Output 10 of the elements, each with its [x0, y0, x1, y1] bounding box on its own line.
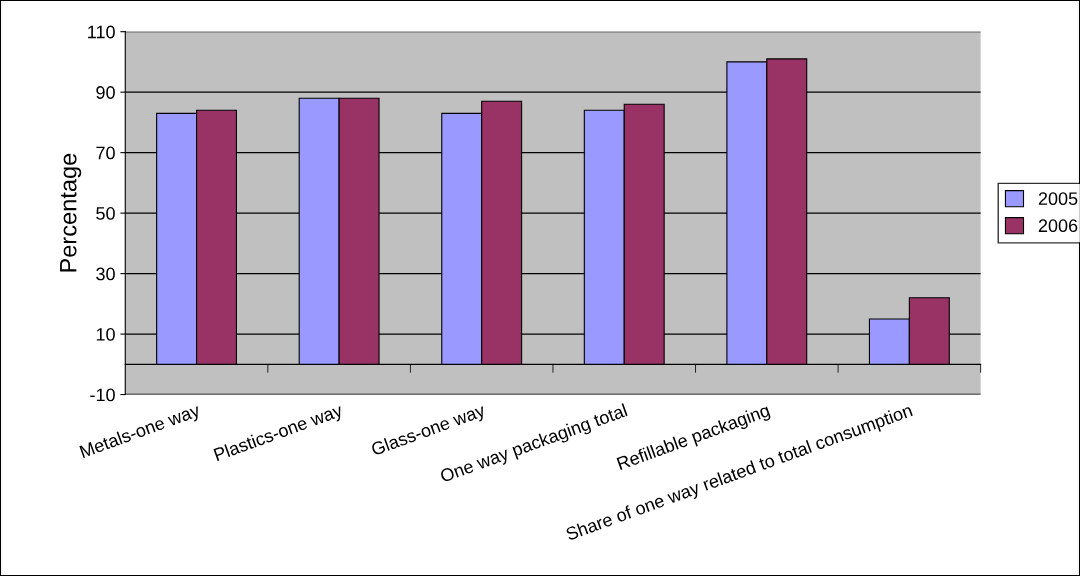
y-tick-label: -10 — [90, 388, 115, 402]
legend-label: 2005 — [1038, 192, 1078, 206]
y-tick-label: 30 — [96, 267, 115, 281]
y-tick-label: 110 — [88, 25, 115, 39]
legend-label: 2006 — [1038, 219, 1078, 233]
y-tick-label: 50 — [96, 207, 115, 220]
y-tick-label: 90 — [96, 86, 115, 99]
y-axis-title: Percentage — [60, 153, 82, 272]
y-tick-label: 70 — [96, 146, 115, 160]
y-tick-label: 10 — [96, 328, 115, 341]
